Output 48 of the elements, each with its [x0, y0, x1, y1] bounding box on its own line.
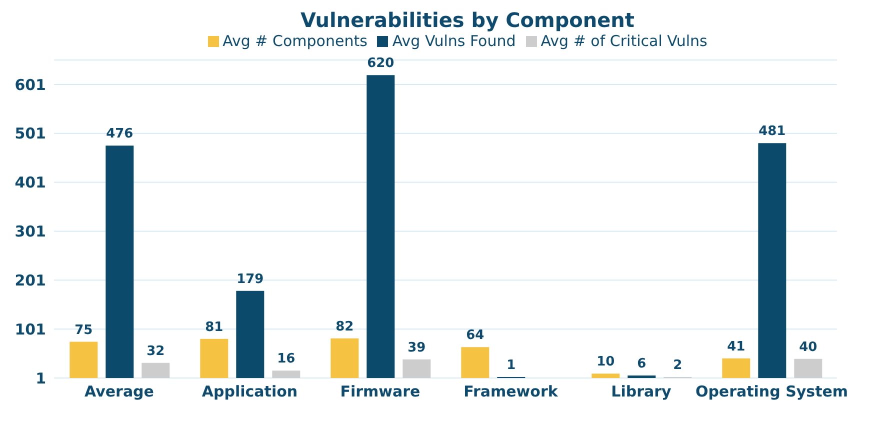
- x-tick-label: Framework: [464, 382, 559, 401]
- legend-label: Avg Vulns Found: [392, 32, 516, 50]
- y-tick-label: 101: [14, 320, 46, 338]
- data-label: 179: [236, 272, 264, 287]
- x-tick-label: Library: [611, 382, 672, 401]
- y-tick-label: 201: [14, 271, 46, 290]
- data-label: 10: [596, 354, 615, 370]
- bar: [461, 347, 490, 378]
- y-tick-label: 1: [36, 369, 46, 388]
- data-label: 2: [673, 358, 682, 373]
- bar: [330, 338, 359, 378]
- data-label: 481: [758, 124, 786, 140]
- data-label: 32: [146, 344, 165, 359]
- data-label: 16: [277, 352, 296, 367]
- data-label: 39: [408, 340, 426, 356]
- bar: [142, 362, 170, 378]
- legend-label: Avg # of Critical Vulns: [540, 32, 708, 50]
- data-label: 41: [727, 339, 746, 354]
- data-label: 620: [367, 56, 394, 72]
- data-label: 1: [506, 358, 516, 373]
- data-label: 40: [799, 340, 818, 355]
- bar: [758, 143, 786, 378]
- bar: [236, 290, 264, 378]
- chart-title: Vulnerabilities by Component: [300, 8, 636, 32]
- bar: [794, 358, 822, 378]
- x-tick-label: Average: [84, 382, 154, 401]
- x-tick-label: Application: [202, 382, 298, 401]
- bar: [70, 342, 98, 378]
- x-tick-label: Operating System: [695, 382, 848, 401]
- y-tick-label: 501: [14, 124, 46, 143]
- data-label: 81: [205, 320, 224, 335]
- bar: [366, 75, 395, 378]
- bar: [200, 338, 228, 378]
- data-label: 476: [106, 126, 134, 142]
- y-tick-label: 301: [14, 222, 46, 241]
- bar: [106, 146, 134, 378]
- x-tick-label: Firmware: [340, 382, 420, 401]
- legend-label: Avg # Components: [222, 32, 368, 50]
- data-label: 75: [74, 322, 93, 338]
- y-tick-label: 601: [14, 76, 46, 94]
- bar: [402, 359, 431, 378]
- data-label: 6: [637, 356, 646, 372]
- bar: [592, 374, 620, 378]
- bar: [722, 358, 750, 378]
- data-label: 82: [336, 319, 354, 334]
- y-tick-label: 401: [14, 174, 46, 192]
- data-label: 64: [466, 328, 484, 344]
- bar: [272, 370, 300, 378]
